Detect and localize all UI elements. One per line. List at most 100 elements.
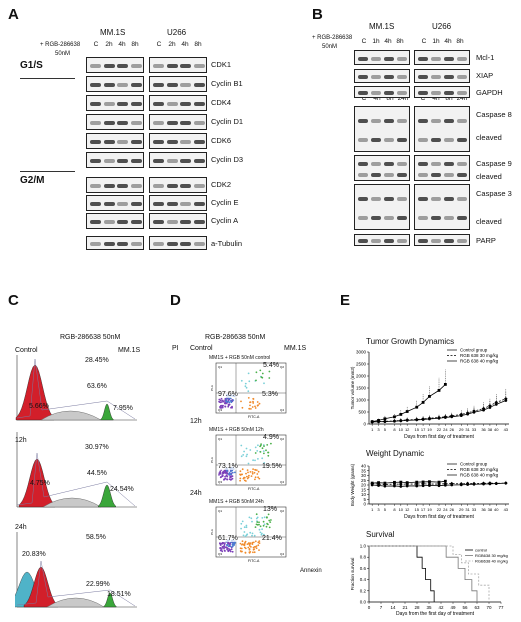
panel-a-band: [180, 202, 191, 206]
panel-a-blot-6-1: [149, 177, 207, 193]
panel-b-band: [384, 91, 394, 95]
dot: [224, 401, 227, 404]
panel-a-band: [153, 140, 164, 144]
panel-a-band: [180, 121, 191, 125]
panel-a-blot-8-0: [86, 213, 144, 229]
panel-b-band: [457, 138, 467, 143]
panel-b-band: [371, 91, 381, 95]
panel-a-band: [130, 202, 142, 206]
data-point: [377, 484, 380, 487]
survival-line-1: [369, 545, 478, 602]
x-tick-label: 5: [384, 507, 387, 512]
dot: [251, 541, 254, 544]
x-tick-label: 31: [465, 427, 470, 432]
dot: [268, 370, 271, 373]
x-tick-label: 5: [384, 427, 387, 432]
data-point: [415, 480, 419, 484]
y-tick-label: 3000: [356, 350, 367, 355]
x-tick-label: 36: [481, 427, 486, 432]
panel-b-band: [384, 216, 394, 221]
x-tick-label: 19: [427, 427, 432, 432]
panel-b-band: [371, 118, 381, 123]
weight-chart-title: Weight Dynamic: [366, 449, 425, 458]
data-point: [494, 402, 498, 406]
panel-a-band: [153, 159, 164, 163]
dot: [240, 400, 242, 403]
panel-c-value-1-1: 44.5%: [87, 470, 107, 477]
dot: [239, 479, 241, 482]
panel-a-band: [117, 121, 128, 125]
panel-b-cell-mm1s: MM.1S: [369, 22, 395, 31]
x-tick-label: 40: [494, 427, 499, 432]
quadrant-label-2: Q3: [218, 480, 222, 484]
x-axis-label: Days from the first day of treatment: [396, 611, 475, 617]
panel-b-treatment: + RGB-286638: [312, 35, 353, 41]
panel-b-band: [431, 239, 441, 243]
dot: [255, 371, 258, 374]
data-point: [443, 483, 447, 487]
panel-b-lane-bottom-1-0: C: [420, 95, 426, 102]
dot: [221, 401, 223, 403]
dot: [231, 475, 234, 477]
panel-a-band: [117, 102, 128, 106]
panel-a-blot-5-0: [86, 152, 144, 168]
panel-b-band: [358, 138, 368, 143]
panel-b-band: [371, 216, 381, 221]
dot: [262, 520, 265, 523]
panel-label-c: C: [8, 292, 19, 309]
panel-b-band: [384, 172, 394, 177]
x-axis-label: Days from first day of treatment: [404, 514, 474, 520]
panel-a-band: [117, 184, 128, 188]
x-tick-label: 3: [377, 427, 380, 432]
s-phase: [46, 597, 105, 608]
panel-a-protein-4: CDK6: [211, 136, 232, 145]
dot: [229, 400, 232, 402]
dot: [222, 400, 225, 403]
panel-a-band: [166, 159, 178, 163]
dot: [243, 546, 246, 549]
x-tick-label: 22: [437, 427, 442, 432]
dot: [228, 542, 231, 545]
panel-a-band: [130, 140, 142, 144]
dot: [221, 404, 224, 407]
panel-b-cell-u266: U266: [432, 22, 452, 31]
tumor-growth-chart: 0 500 1000 1500 2000 2500 3000 1 3 5 8 10 12 15 17 19 22…: [350, 348, 509, 440]
dot: [255, 513, 258, 516]
data-point: [466, 412, 470, 416]
panel-b-band: [371, 196, 381, 201]
dot: [232, 399, 235, 401]
panel-d-ll-2: 61.7%: [218, 535, 238, 542]
dot-plot-0: Q1 Q2 Q3 Q4 PI-A FITC-A: [210, 362, 287, 419]
dot: [255, 547, 258, 550]
panel-c-value-1-2: 4.75%: [30, 480, 50, 487]
panel-a-band: [103, 202, 115, 206]
data-point: [393, 415, 396, 419]
dot: [242, 477, 245, 480]
dot: [220, 399, 222, 402]
panel-a-band: [180, 242, 191, 246]
panel-d-row-label-1: 12h: [190, 418, 202, 425]
dot: [230, 476, 232, 479]
dot: [229, 545, 232, 548]
dot-plot-1: Q1 Q2 Q3 Q4 PI-A FITC-A: [210, 434, 287, 491]
dot: [219, 476, 222, 478]
panel-a-band: [193, 83, 205, 87]
g1-peak: [15, 364, 55, 421]
panel-a-band: [130, 102, 142, 106]
panel-a-band: [90, 202, 101, 206]
panel-b-lane-top-1-2: 4h: [444, 38, 452, 45]
panel-a-band: [103, 242, 115, 246]
dot: [245, 480, 247, 482]
data-point: [421, 480, 425, 484]
dot: [245, 386, 248, 389]
panel-b-band: [418, 161, 428, 166]
dot: [250, 408, 252, 410]
panel-b-protein-7: Caspase 3: [476, 189, 512, 198]
dot: [267, 523, 269, 526]
dot: [260, 443, 262, 445]
panel-a-blot-2-1: [149, 95, 207, 111]
legend-label-2: RGB 638 40 mg/kg: [460, 473, 499, 478]
panel-b-lane-top-1-3: 8h: [456, 38, 464, 45]
dot: [256, 516, 259, 519]
panel-a-band: [180, 159, 191, 163]
